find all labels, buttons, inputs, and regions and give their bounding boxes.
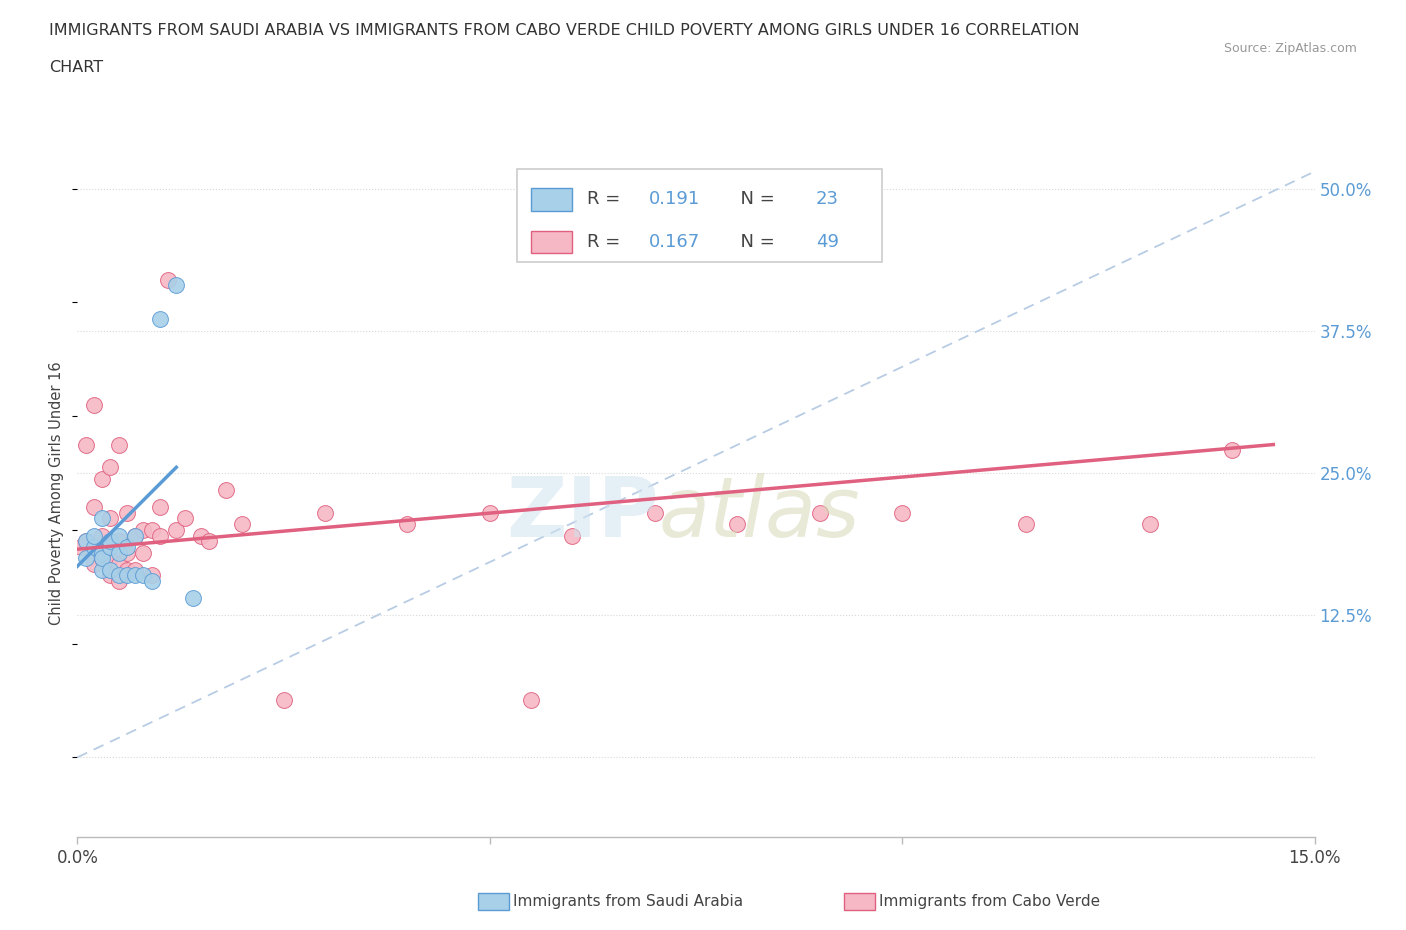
Point: [891, 505, 914, 520]
Point: [181, 591, 204, 605]
Text: Immigrants from Saudi Arabia: Immigrants from Saudi Arabia: [513, 894, 744, 909]
Point: [75, 534, 97, 549]
Point: [75, 551, 97, 565]
Point: [91, 472, 114, 486]
Point: [173, 512, 195, 526]
Point: [124, 568, 146, 583]
Point: [165, 523, 187, 538]
Point: [75, 437, 97, 452]
Point: [115, 505, 138, 520]
Point: [141, 568, 163, 583]
Point: [132, 545, 155, 560]
Text: IMMIGRANTS FROM SAUDI ARABIA VS IMMIGRANTS FROM CABO VERDE CHILD POVERTY AMONG G: IMMIGRANTS FROM SAUDI ARABIA VS IMMIGRAN…: [49, 23, 1080, 38]
Point: [198, 534, 221, 549]
Point: [149, 528, 172, 543]
Point: [190, 528, 212, 543]
Point: [107, 574, 129, 589]
FancyBboxPatch shape: [531, 231, 572, 253]
Text: 49: 49: [815, 232, 839, 251]
Point: [107, 534, 129, 549]
Text: atlas: atlas: [659, 473, 860, 554]
Text: 23: 23: [815, 190, 839, 208]
Text: N =: N =: [730, 190, 780, 208]
Point: [91, 551, 114, 565]
Point: [98, 459, 121, 474]
Text: 0.167: 0.167: [650, 232, 700, 251]
Point: [808, 505, 831, 520]
Point: [98, 568, 121, 583]
Point: [107, 568, 129, 583]
Point: [83, 556, 105, 571]
Point: [124, 563, 146, 578]
Text: R =: R =: [588, 190, 626, 208]
Point: [149, 312, 172, 326]
Point: [91, 528, 114, 543]
Text: Immigrants from Cabo Verde: Immigrants from Cabo Verde: [879, 894, 1099, 909]
Point: [124, 528, 146, 543]
Text: Source: ZipAtlas.com: Source: ZipAtlas.com: [1223, 42, 1357, 55]
Point: [75, 534, 97, 549]
Point: [1015, 517, 1038, 532]
Point: [725, 517, 748, 532]
Point: [215, 483, 238, 498]
Point: [107, 556, 129, 571]
Point: [141, 574, 163, 589]
Point: [1220, 443, 1243, 458]
Text: R =: R =: [588, 232, 626, 251]
Point: [115, 539, 138, 554]
Point: [107, 545, 129, 560]
Point: [98, 563, 121, 578]
Point: [83, 397, 105, 412]
Point: [83, 528, 105, 543]
Point: [83, 499, 105, 514]
FancyBboxPatch shape: [531, 188, 572, 210]
Point: [98, 551, 121, 565]
Point: [107, 528, 129, 543]
Point: [91, 539, 114, 554]
Point: [107, 437, 129, 452]
Point: [124, 528, 146, 543]
Point: [165, 278, 187, 293]
Point: [141, 523, 163, 538]
Point: [91, 563, 114, 578]
Text: CHART: CHART: [49, 60, 103, 75]
Point: [520, 693, 543, 708]
Point: [157, 272, 180, 287]
Point: [115, 563, 138, 578]
Point: [396, 517, 419, 532]
Point: [91, 512, 114, 526]
Text: 0.191: 0.191: [650, 190, 700, 208]
Point: [273, 693, 295, 708]
Point: [98, 539, 121, 554]
Point: [70, 539, 93, 554]
Point: [561, 528, 583, 543]
Point: [478, 505, 501, 520]
Point: [91, 545, 114, 560]
Y-axis label: Child Poverty Among Girls Under 16: Child Poverty Among Girls Under 16: [49, 361, 65, 625]
Point: [83, 539, 105, 554]
Point: [314, 505, 336, 520]
Point: [149, 499, 172, 514]
Point: [132, 568, 155, 583]
Point: [644, 505, 666, 520]
Point: [1139, 517, 1161, 532]
Point: [98, 512, 121, 526]
Point: [231, 517, 253, 532]
Point: [132, 523, 155, 538]
FancyBboxPatch shape: [516, 169, 882, 262]
Point: [115, 568, 138, 583]
Point: [91, 551, 114, 565]
Text: N =: N =: [730, 232, 780, 251]
Point: [98, 534, 121, 549]
Text: ZIP: ZIP: [506, 473, 659, 554]
Point: [115, 545, 138, 560]
